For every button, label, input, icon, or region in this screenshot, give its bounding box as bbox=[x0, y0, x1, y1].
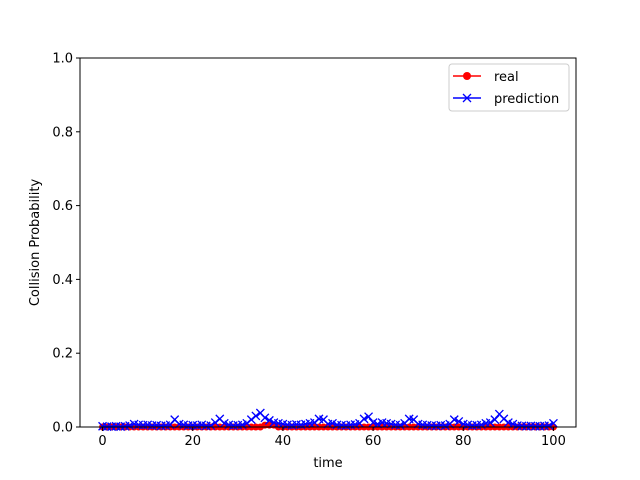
point-prediction bbox=[490, 415, 500, 425]
legend-marker-real bbox=[463, 72, 471, 80]
y-tick-label: 1.0 bbox=[52, 52, 73, 67]
point-prediction bbox=[454, 417, 464, 426]
point-prediction bbox=[260, 413, 270, 423]
x-tick-label: 60 bbox=[365, 434, 382, 449]
y-tick-label: 0.8 bbox=[52, 125, 73, 140]
point-prediction bbox=[359, 414, 369, 424]
y-tick-label: 0.0 bbox=[52, 421, 73, 436]
x-tick-label: 0 bbox=[98, 434, 106, 449]
x-tick-label: 80 bbox=[455, 434, 472, 449]
x-tick-label: 40 bbox=[275, 434, 292, 449]
legend-label-real: real bbox=[494, 70, 519, 85]
legend-x-marker bbox=[462, 93, 472, 103]
plot-frame bbox=[79, 57, 577, 428]
point-prediction bbox=[364, 412, 374, 422]
point-prediction bbox=[548, 418, 558, 428]
point-prediction bbox=[264, 415, 274, 425]
point-prediction bbox=[485, 418, 495, 428]
x-axis-label: time bbox=[313, 456, 342, 471]
point-prediction bbox=[449, 415, 459, 425]
legend-marker-prediction bbox=[462, 93, 472, 103]
y-tick-label: 0.2 bbox=[52, 347, 73, 362]
y-tick-label: 0.6 bbox=[52, 199, 73, 214]
ticks-layer: 0 20 40 60 80 100 0.0 0.2 0.4 0.6 0.8 1.0 bbox=[52, 52, 566, 450]
x-tick-label: 20 bbox=[184, 434, 201, 449]
legend: real prediction bbox=[448, 63, 570, 112]
point-prediction bbox=[544, 421, 554, 430]
y-axis-label: Collision Probability bbox=[28, 179, 43, 307]
point-prediction bbox=[206, 421, 216, 430]
legend-label-prediction: prediction bbox=[494, 92, 559, 107]
y-tick-label: 0.4 bbox=[52, 273, 73, 288]
point-prediction bbox=[251, 411, 261, 421]
point-prediction bbox=[395, 420, 405, 430]
x-tick-label: 100 bbox=[541, 434, 566, 449]
